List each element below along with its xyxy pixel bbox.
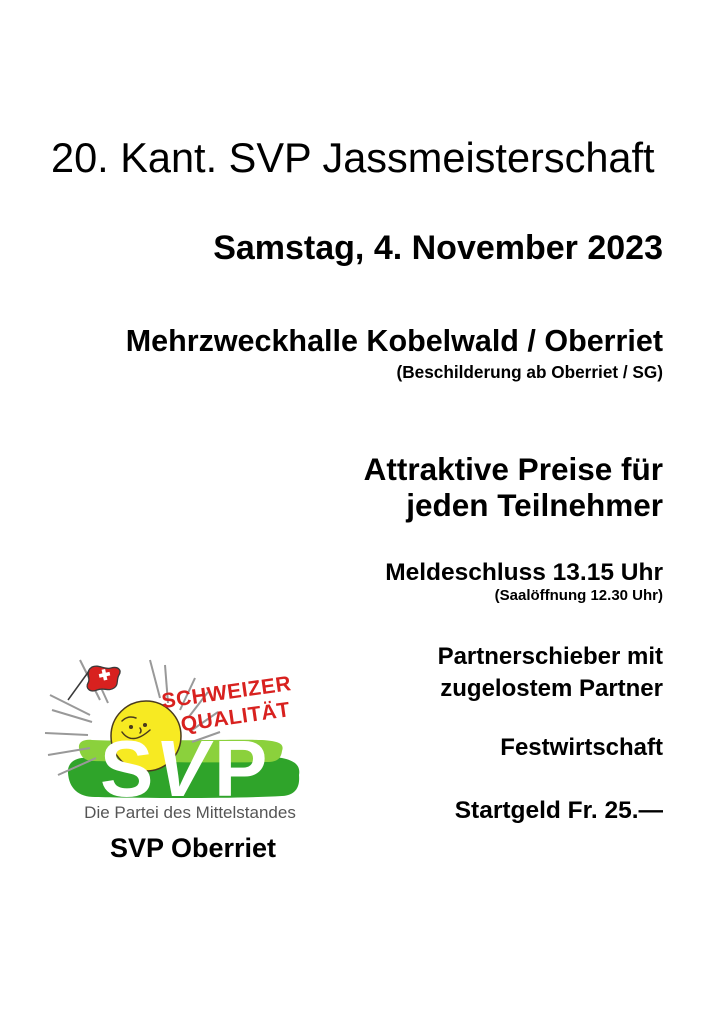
svg-text:P: P: [214, 724, 267, 813]
svg-text:Die Partei des Mittelstandes: Die Partei des Mittelstandes: [84, 803, 296, 822]
svg-text:SVP Oberriet: SVP Oberriet: [110, 833, 276, 863]
svg-text:S: S: [100, 724, 153, 813]
